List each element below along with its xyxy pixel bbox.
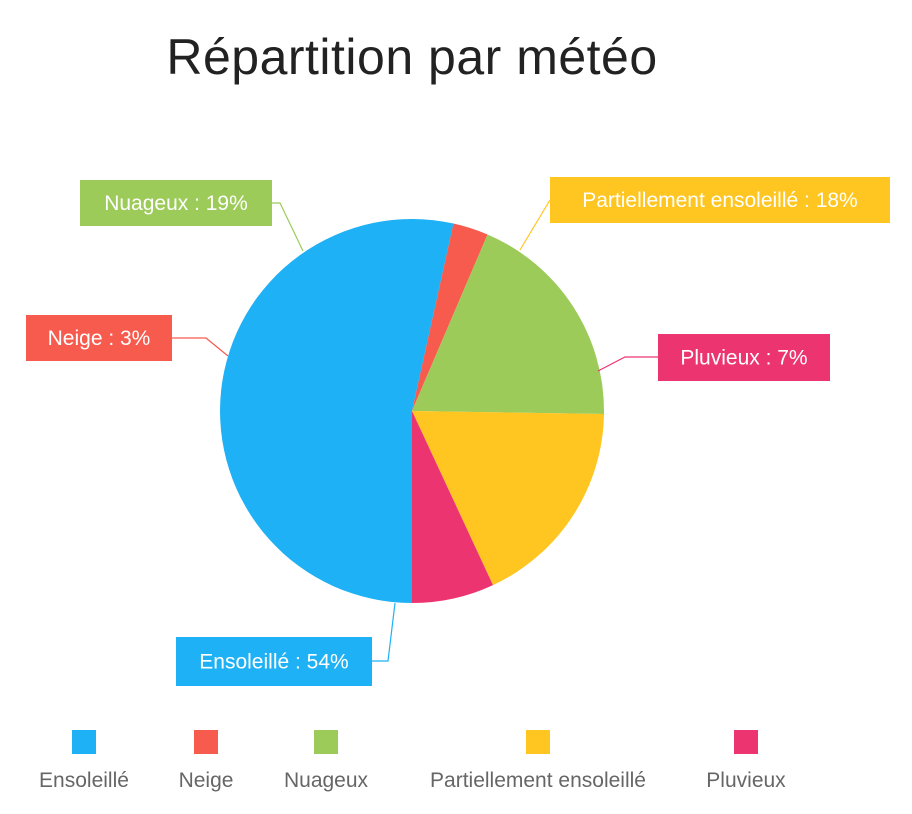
- chart-title: Répartition par météo: [166, 29, 658, 85]
- legend-label: Nuageux: [284, 769, 369, 792]
- leader-line: [372, 602, 396, 662]
- leader-line: [272, 202, 304, 252]
- legend-label: Ensoleillé: [39, 769, 129, 792]
- data-label-text: Ensoleillé : 54%: [199, 651, 348, 674]
- legend-swatch: [734, 730, 758, 754]
- data-label-text: Pluvieux : 7%: [680, 347, 807, 370]
- legend-item[interactable]: Pluvieux: [706, 730, 786, 792]
- pie-slice-neige[interactable]: [412, 223, 488, 411]
- data-label-background: [80, 180, 272, 226]
- pie-slice-pluvieux[interactable]: [412, 411, 493, 603]
- data-label-background: [26, 315, 172, 361]
- data-label-background: [658, 334, 830, 381]
- pie-slice-partiellement-ensoleillé[interactable]: [412, 411, 604, 586]
- leader-line: [172, 337, 229, 357]
- legend-label: Partiellement ensoleillé: [430, 769, 646, 792]
- legend-item[interactable]: Partiellement ensoleillé: [430, 730, 646, 792]
- data-label-text: Nuageux : 19%: [104, 192, 248, 215]
- data-labels: Ensoleillé : 54% Neige : 3% Nuageux : 19% P…: [26, 177, 890, 686]
- data-label-background: [176, 637, 372, 686]
- data-label: Neige : 3%: [26, 315, 172, 361]
- pie-slices: [220, 218, 605, 603]
- pie-slice-nuageux[interactable]: [412, 234, 605, 414]
- data-label-text: Partiellement ensoleillé : 18%: [582, 189, 857, 212]
- legend-swatch: [72, 730, 96, 754]
- data-label-background: [550, 177, 890, 223]
- legend-label: Neige: [179, 769, 234, 792]
- data-label: Partiellement ensoleillé : 18%: [550, 177, 890, 223]
- legend-label: Pluvieux: [706, 769, 786, 792]
- legend-item[interactable]: Neige: [179, 730, 234, 792]
- leader-line: [597, 356, 658, 372]
- legend-swatch: [194, 730, 218, 754]
- legend-swatch: [314, 730, 338, 754]
- data-label: Pluvieux : 7%: [658, 334, 830, 381]
- legend-swatch: [526, 730, 550, 754]
- data-label-text: Neige : 3%: [48, 327, 151, 350]
- data-label: Ensoleillé : 54%: [176, 637, 372, 686]
- leader-lines: [172, 199, 658, 662]
- pie-slice-ensoleillé[interactable]: [220, 218, 454, 603]
- legend: Ensoleillé Neige Nuageux Partiellement enso…: [39, 730, 786, 792]
- legend-item[interactable]: Ensoleillé: [39, 730, 129, 792]
- data-label: Nuageux : 19%: [80, 180, 272, 226]
- legend-item[interactable]: Nuageux: [284, 730, 369, 792]
- leader-line: [519, 199, 551, 251]
